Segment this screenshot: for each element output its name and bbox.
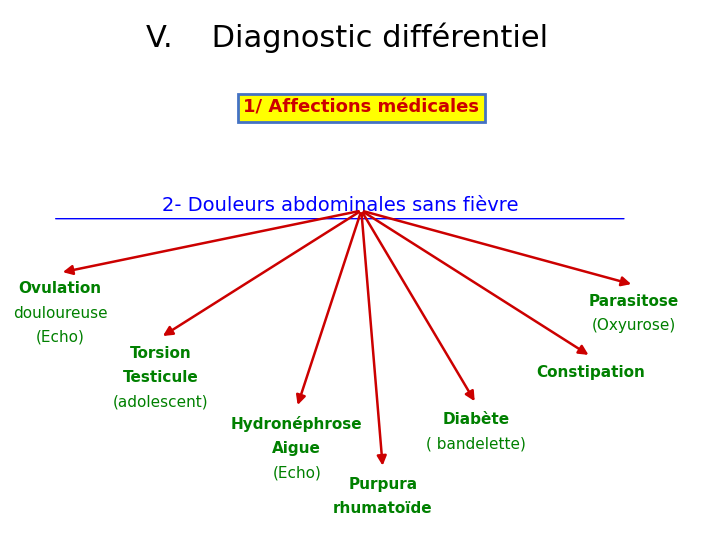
Text: Hydronéphrose: Hydronéphrose	[231, 416, 363, 432]
Text: Constipation: Constipation	[536, 365, 645, 380]
Text: V.    Diagnostic différentiel: V. Diagnostic différentiel	[146, 23, 548, 53]
Text: Purpura: Purpura	[348, 477, 418, 492]
Text: Testicule: Testicule	[122, 370, 198, 386]
Text: Torsion: Torsion	[130, 346, 192, 361]
Text: Aigue: Aigue	[272, 441, 321, 456]
Text: Diabète: Diabète	[443, 413, 510, 427]
Text: Ovulation: Ovulation	[19, 281, 102, 296]
Text: (Echo): (Echo)	[35, 330, 84, 345]
Text: rhumatoïde: rhumatoïde	[333, 502, 433, 516]
Text: ( bandelette): ( bandelette)	[426, 437, 526, 451]
Text: 1/ Affections médicales: 1/ Affections médicales	[243, 99, 480, 117]
Text: (Echo): (Echo)	[272, 465, 321, 480]
Text: (Oxyurose): (Oxyurose)	[592, 318, 676, 333]
Text: (adolescent): (adolescent)	[112, 395, 208, 410]
Text: Parasitose: Parasitose	[589, 294, 679, 308]
Text: douloureuse: douloureuse	[13, 306, 107, 321]
Text: 2- Douleurs abdominales sans fièvre: 2- Douleurs abdominales sans fièvre	[161, 195, 518, 215]
